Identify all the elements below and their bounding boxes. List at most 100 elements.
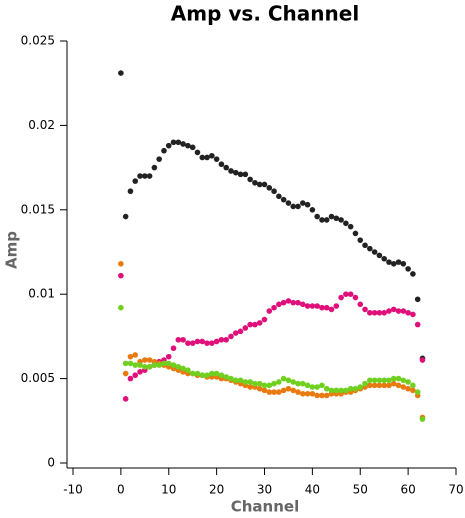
x-tick-label: 0 (117, 483, 125, 497)
data-point (185, 142, 191, 149)
data-point (414, 389, 421, 395)
data-point (300, 200, 306, 206)
data-point (223, 164, 229, 171)
data-point (309, 207, 316, 213)
data-point (333, 215, 340, 222)
y-tick-label: 0 (47, 456, 55, 470)
data-point (118, 304, 124, 311)
data-point (323, 304, 330, 311)
y-tick-label: 0.02 (28, 118, 55, 132)
data-point (252, 179, 258, 186)
data-point (357, 384, 364, 390)
data-point (209, 340, 215, 346)
x-tick-label: 60 (400, 483, 415, 497)
data-point (419, 416, 426, 422)
data-point (309, 303, 316, 309)
data-point (304, 303, 311, 309)
data-point (247, 379, 253, 385)
data-point (395, 308, 402, 314)
data-point (295, 380, 301, 387)
data-point (271, 380, 277, 387)
data-point (367, 245, 373, 252)
data-point (175, 363, 182, 370)
data-point (347, 223, 354, 230)
data-point (252, 321, 258, 328)
data-point (132, 372, 139, 379)
data-point (261, 387, 268, 394)
data-point (395, 375, 402, 382)
data-point (266, 382, 273, 389)
data-point (343, 387, 349, 394)
data-point (256, 181, 263, 188)
data-point (314, 213, 320, 220)
data-point (223, 374, 229, 380)
data-point (271, 188, 277, 195)
y-axis-label: Amp (3, 231, 21, 269)
data-point (323, 385, 330, 392)
data-point (314, 392, 320, 399)
data-point (390, 380, 397, 387)
data-point (127, 353, 134, 360)
data-point (400, 377, 407, 384)
data-point (142, 173, 148, 179)
data-point (280, 375, 287, 382)
data-point (395, 259, 402, 265)
data-point (232, 169, 239, 176)
data-point (122, 370, 129, 377)
data-point (218, 372, 225, 379)
data-point (376, 382, 383, 389)
data-point (146, 173, 153, 179)
data-point (199, 154, 206, 161)
data-point (343, 291, 349, 298)
y-tick-label: 0.005 (21, 371, 55, 385)
data-point (266, 308, 273, 314)
data-point (242, 171, 249, 178)
data-point (319, 304, 325, 311)
data-point (185, 367, 191, 373)
data-point (295, 203, 301, 210)
data-point (276, 379, 282, 385)
data-point (132, 178, 139, 184)
data-point (371, 249, 378, 255)
data-point (400, 261, 407, 267)
data-point (185, 340, 191, 346)
data-point (367, 382, 373, 389)
x-tick-label: 30 (257, 483, 272, 497)
data-point (237, 377, 244, 384)
data-point (271, 304, 277, 311)
data-point (352, 230, 359, 237)
data-point (381, 255, 387, 262)
data-point (314, 303, 320, 309)
data-point (333, 387, 340, 394)
data-point (122, 396, 129, 402)
data-point (376, 309, 383, 316)
data-point (247, 176, 253, 183)
data-point (232, 330, 239, 336)
data-point (367, 309, 373, 316)
data-point (204, 372, 210, 379)
data-point (256, 320, 263, 326)
data-point (328, 306, 335, 313)
data-point (194, 370, 201, 377)
data-point (376, 252, 383, 259)
data-point (256, 380, 263, 387)
data-point (142, 357, 148, 363)
data-point (165, 360, 172, 367)
data-point (194, 338, 201, 345)
data-point (386, 259, 392, 265)
data-point (343, 220, 349, 227)
x-tick-label: 70 (448, 483, 463, 497)
data-point (414, 296, 421, 303)
data-point (300, 301, 306, 308)
data-point (323, 217, 330, 223)
data-point (319, 217, 325, 223)
x-axis-label: Channel (231, 498, 299, 516)
data-point (309, 384, 316, 390)
data-point (237, 328, 244, 335)
data-point (400, 308, 407, 314)
data-point (419, 357, 426, 363)
data-point (213, 338, 220, 345)
data-point (127, 360, 134, 367)
data-point (280, 299, 287, 306)
